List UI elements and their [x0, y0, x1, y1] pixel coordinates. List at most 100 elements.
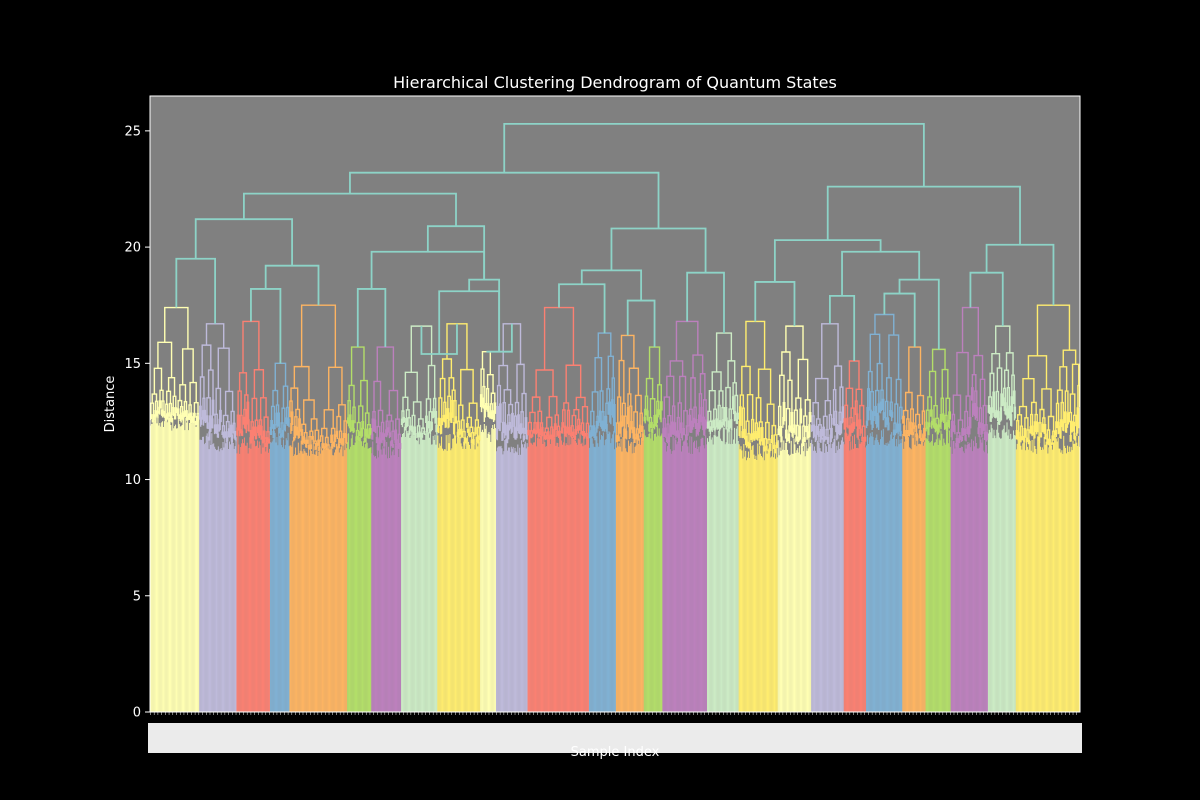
- cluster-link: [456, 431, 459, 439]
- cluster-link: [164, 415, 167, 422]
- cluster-link: [468, 433, 472, 438]
- cluster-link: [183, 411, 186, 418]
- merge-link-8: [468, 278, 501, 352]
- cluster-link: [254, 433, 258, 440]
- cluster-link: [267, 438, 271, 444]
- cluster-link: [449, 412, 452, 423]
- cluster-link: [787, 379, 793, 413]
- cluster-25: [987, 325, 1017, 427]
- cluster-link: [927, 422, 931, 428]
- merge-link-0: [175, 257, 216, 324]
- cluster-link: [1010, 414, 1013, 427]
- cluster-link: [844, 432, 847, 440]
- cluster-link: [982, 404, 987, 425]
- cluster-link: [945, 422, 949, 432]
- cluster-link: [999, 407, 1003, 422]
- cluster-link: [560, 427, 564, 434]
- cluster-link: [608, 401, 612, 415]
- cluster-link: [747, 432, 751, 444]
- cluster-link: [854, 400, 858, 416]
- cluster-link: [347, 399, 351, 419]
- cluster-link: [715, 418, 718, 430]
- cluster-link: [585, 436, 589, 440]
- cluster-link: [402, 416, 406, 424]
- cluster-link: [810, 425, 814, 432]
- cluster-link: [298, 418, 301, 432]
- cluster-link: [779, 425, 783, 438]
- cluster-link: [234, 437, 237, 442]
- cluster-link: [357, 435, 360, 442]
- cluster-link: [253, 426, 257, 437]
- cluster-link: [383, 439, 386, 447]
- cluster-link: [850, 423, 854, 433]
- cluster-link: [314, 429, 320, 442]
- cluster-link: [371, 433, 374, 440]
- cluster-link: [666, 375, 675, 407]
- cluster-link: [590, 410, 595, 427]
- merge-link-20: [883, 292, 916, 348]
- cluster-link: [927, 426, 930, 436]
- cluster-link: [894, 403, 899, 425]
- cluster-link: [377, 409, 384, 427]
- cluster-link: [462, 430, 466, 439]
- cluster-link: [1047, 415, 1055, 432]
- cluster-link: [410, 325, 433, 373]
- cluster-link: [425, 422, 429, 433]
- cluster-link: [195, 420, 198, 426]
- cluster-link: [233, 431, 237, 439]
- cluster-link: [378, 438, 381, 445]
- cluster-link: [1062, 349, 1077, 367]
- cluster-16: [706, 332, 739, 435]
- cluster-link: [166, 413, 169, 421]
- cluster-26: [1015, 304, 1081, 449]
- plot-frame: [149, 95, 1081, 713]
- cluster-link: [295, 426, 299, 436]
- cluster-link: [208, 431, 211, 441]
- cluster-link: [885, 377, 892, 403]
- cluster-link: [489, 411, 492, 419]
- cluster-link: [702, 416, 705, 431]
- cluster-link: [382, 433, 386, 441]
- cluster-link: [529, 435, 532, 439]
- cluster-link: [836, 431, 839, 441]
- cluster-link: [733, 411, 737, 422]
- cluster-link: [366, 429, 369, 439]
- cluster-link: [682, 427, 685, 436]
- cluster-link: [481, 397, 485, 409]
- cluster-link: [867, 388, 871, 411]
- cluster-link: [1002, 397, 1005, 412]
- cluster-link: [305, 439, 309, 445]
- cluster-link: [265, 437, 269, 444]
- cluster-link: [208, 415, 212, 433]
- cluster-link: [780, 436, 783, 443]
- cluster-link: [391, 443, 394, 448]
- cluster-link: [1019, 425, 1024, 438]
- cluster-link: [254, 419, 259, 428]
- cluster-link: [678, 433, 681, 444]
- merge-link-1: [250, 288, 282, 364]
- cluster-link: [708, 389, 716, 412]
- cluster-link: [892, 429, 896, 438]
- cluster-link: [1069, 434, 1072, 442]
- cluster-link: [736, 412, 739, 420]
- cluster-link: [841, 406, 845, 424]
- cluster-link: [763, 446, 766, 452]
- cluster-link: [673, 422, 677, 435]
- cluster-link: [641, 433, 645, 442]
- cluster-link: [318, 446, 321, 452]
- cluster-link: [1057, 421, 1060, 435]
- cluster-link: [385, 420, 389, 431]
- cluster-link: [871, 411, 875, 422]
- cluster-link: [775, 442, 778, 449]
- cluster-link: [323, 446, 327, 450]
- cluster-link: [777, 405, 782, 430]
- cluster-link: [246, 401, 250, 425]
- cluster-link: [428, 428, 432, 435]
- cluster-link: [520, 411, 524, 429]
- cluster-link: [676, 430, 679, 438]
- cluster-link: [917, 423, 921, 431]
- cluster-link: [869, 409, 872, 425]
- cluster-link: [965, 395, 971, 418]
- cluster-link: [684, 434, 688, 441]
